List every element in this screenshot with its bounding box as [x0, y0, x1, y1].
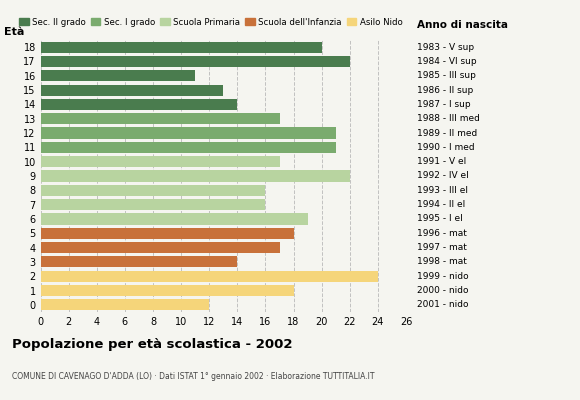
- Bar: [41, 185, 266, 196]
- Bar: [41, 199, 266, 210]
- Text: 1983 - V sup: 1983 - V sup: [417, 43, 474, 52]
- Bar: [41, 70, 195, 81]
- Text: 1992 - IV el: 1992 - IV el: [417, 172, 469, 180]
- Bar: [41, 56, 350, 67]
- Text: COMUNE DI CAVENAGO D'ADDA (LO) · Dati ISTAT 1° gennaio 2002 · Elaborazione TUTTI: COMUNE DI CAVENAGO D'ADDA (LO) · Dati IS…: [12, 372, 374, 381]
- Text: 1988 - III med: 1988 - III med: [417, 114, 480, 123]
- Text: 1986 - II sup: 1986 - II sup: [417, 86, 473, 95]
- Bar: [41, 213, 307, 224]
- Text: 1998 - mat: 1998 - mat: [417, 257, 467, 266]
- Text: 1994 - II el: 1994 - II el: [417, 200, 465, 209]
- Bar: [41, 128, 336, 139]
- Text: 1991 - V el: 1991 - V el: [417, 157, 466, 166]
- Text: Età: Età: [4, 27, 24, 37]
- Bar: [41, 142, 336, 153]
- Text: Popolazione per età scolastica - 2002: Popolazione per età scolastica - 2002: [12, 338, 292, 351]
- Text: 1995 - I el: 1995 - I el: [417, 214, 463, 224]
- Bar: [41, 99, 237, 110]
- Text: Anno di nascita: Anno di nascita: [417, 20, 508, 30]
- Text: 1990 - I med: 1990 - I med: [417, 143, 474, 152]
- Text: 1999 - nido: 1999 - nido: [417, 272, 469, 281]
- Text: 1989 - II med: 1989 - II med: [417, 128, 477, 138]
- Bar: [41, 271, 378, 282]
- Text: 1997 - mat: 1997 - mat: [417, 243, 467, 252]
- Text: 2001 - nido: 2001 - nido: [417, 300, 469, 309]
- Text: 2000 - nido: 2000 - nido: [417, 286, 469, 295]
- Bar: [41, 299, 209, 310]
- Legend: Sec. II grado, Sec. I grado, Scuola Primaria, Scuola dell'Infanzia, Asilo Nido: Sec. II grado, Sec. I grado, Scuola Prim…: [16, 14, 406, 30]
- Text: 1984 - VI sup: 1984 - VI sup: [417, 57, 477, 66]
- Text: 1985 - III sup: 1985 - III sup: [417, 71, 476, 80]
- Bar: [41, 285, 293, 296]
- Bar: [41, 42, 322, 53]
- Text: 1993 - III el: 1993 - III el: [417, 186, 468, 195]
- Bar: [41, 170, 350, 182]
- Bar: [41, 256, 237, 268]
- Bar: [41, 228, 293, 239]
- Bar: [41, 156, 280, 167]
- Bar: [41, 84, 223, 96]
- Text: 1996 - mat: 1996 - mat: [417, 229, 467, 238]
- Text: 1987 - I sup: 1987 - I sup: [417, 100, 470, 109]
- Bar: [41, 242, 280, 253]
- Bar: [41, 113, 280, 124]
